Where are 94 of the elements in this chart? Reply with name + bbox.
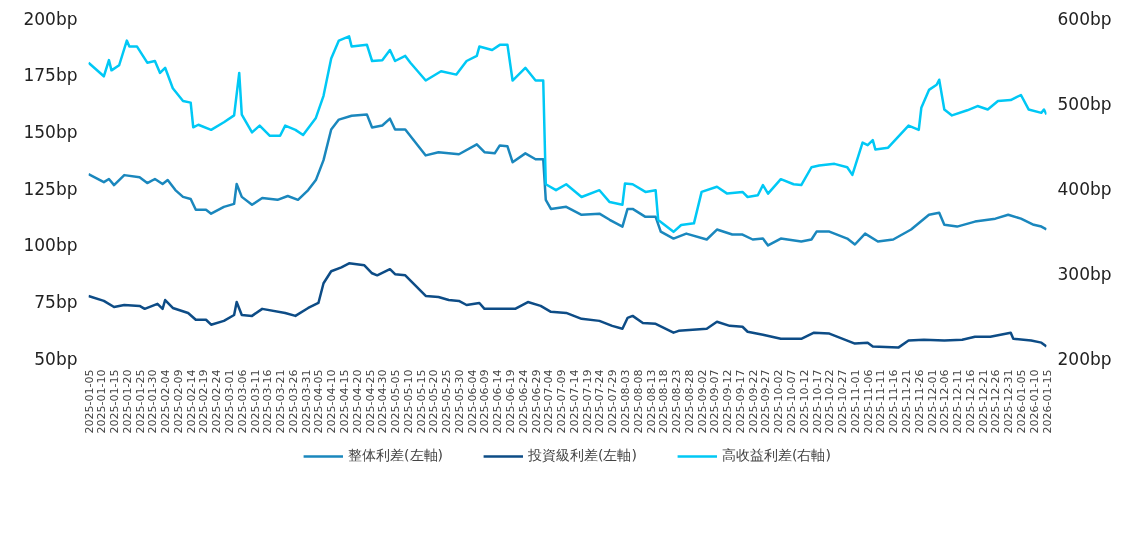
x-tick-label: 2025-11-11	[874, 369, 888, 434]
x-tick-label: 2025-04-30	[376, 369, 390, 434]
x-tick-label: 2025-02-24	[210, 369, 224, 434]
x-tick-label: 2025-10-22	[823, 369, 837, 434]
x-tick-label: 2025-01-25	[133, 369, 147, 434]
x-tick-label: 2025-03-11	[248, 369, 262, 434]
x-tick-label: 2025-09-17	[733, 369, 747, 434]
x-tick-label: 2025-09-07	[708, 369, 722, 434]
y2-tick-label: 500bp	[1057, 93, 1112, 114]
x-tick-label: 2026-01-15	[1040, 369, 1054, 434]
x-tick-label: 2025-05-20	[427, 369, 441, 434]
x-tick-label: 2025-08-08	[631, 369, 645, 434]
x-tick-label: 2025-09-12	[721, 369, 735, 434]
x-tick-label: 2025-02-14	[184, 369, 198, 434]
x-tick-label: 2025-04-10	[325, 369, 339, 434]
x-tick-label: 2025-04-05	[312, 369, 326, 434]
x-tick-label: 2026-01-10	[1027, 369, 1041, 434]
x-tick-label: 2025-10-17	[810, 369, 824, 434]
x-tick-label: 2025-03-06	[235, 369, 249, 434]
line-series	[88, 262, 1047, 349]
x-tick-label: 2025-12-11	[951, 369, 965, 434]
x-tick-label: 2025-12-26	[989, 369, 1003, 434]
x-tick-label: 2026-01-05	[1014, 369, 1028, 434]
x-tick-label: 2025-03-01	[223, 369, 237, 434]
y-tick-label: 50bp	[34, 348, 78, 369]
x-tick-label: 2025-11-01	[848, 369, 862, 434]
x-tick-label: 2025-01-20	[120, 369, 134, 434]
y-tick-label: 150bp	[23, 121, 78, 142]
x-tick-label: 2025-09-22	[746, 369, 760, 434]
x-tick-label: 2025-10-07	[785, 369, 799, 434]
y-tick-label: 125bp	[23, 178, 78, 199]
y2-tick-label: 200bp	[1057, 348, 1112, 369]
x-tick-label: 2025-01-30	[146, 369, 160, 434]
x-tick-label: 2025-08-03	[618, 369, 632, 434]
x-tick-label: 2025-12-16	[963, 369, 977, 434]
x-tick-label: 2025-11-06	[861, 369, 875, 434]
x-tick-label: 2025-04-15	[337, 369, 351, 434]
x-tick-label: 2025-07-09	[555, 369, 569, 434]
x-tick-label: 2025-04-25	[363, 369, 377, 434]
x-tick-label: 2025-10-27	[836, 369, 850, 434]
y-tick-label: 175bp	[23, 65, 78, 86]
x-tick-label: 2025-01-05	[82, 369, 96, 434]
x-tick-label: 2025-06-14	[491, 369, 505, 434]
x-tick-label: 2025-08-13	[644, 369, 658, 434]
x-tick-label: 2025-02-09	[171, 369, 185, 434]
y2-tick-label: 400bp	[1057, 178, 1112, 199]
x-tick-label: 2025-07-19	[580, 369, 594, 434]
x-tick-label: 2025-11-16	[887, 369, 901, 434]
x-tick-label: 2025-06-09	[478, 369, 492, 434]
x-tick-label: 2025-02-04	[159, 369, 173, 434]
x-tick-label: 2025-12-06	[938, 369, 952, 434]
x-tick-label: 2025-07-24	[593, 369, 607, 434]
x-tick-label: 2025-03-26	[286, 369, 300, 434]
y-tick-label: 75bp	[34, 291, 78, 312]
x-tick-label: 2025-03-21	[274, 369, 288, 434]
x-tick-label: 2025-04-20	[350, 369, 364, 434]
x-tick-label: 2025-12-01	[925, 369, 939, 434]
x-tick-label: 2025-10-12	[797, 369, 811, 434]
x-tick-label: 2025-07-04	[542, 369, 556, 434]
x-tick-label: 2025-05-10	[401, 369, 415, 434]
y2-tick-label: 300bp	[1057, 263, 1112, 284]
x-tick-label: 2025-12-21	[976, 369, 990, 434]
x-tick-label: 2025-01-15	[108, 369, 122, 434]
x-tick-label: 2025-09-02	[695, 369, 709, 434]
x-tick-label: 2025-03-31	[299, 369, 313, 434]
line-series	[88, 113, 1047, 247]
x-tick-label: 2025-06-24	[516, 369, 530, 434]
x-tick-label: 2025-12-31	[1002, 369, 1016, 434]
x-tick-label: 2025-07-29	[606, 369, 620, 434]
x-tick-label: 2025-11-21	[899, 369, 913, 434]
x-tick-label: 2025-05-15	[414, 369, 428, 434]
x-tick-label: 2025-08-18	[657, 369, 671, 434]
x-tick-label: 2025-06-19	[504, 369, 518, 434]
y-tick-label: 200bp	[23, 8, 78, 29]
x-tick-label: 2025-11-26	[912, 369, 926, 434]
x-tick-label: 2025-10-02	[772, 369, 786, 434]
x-tick-label: 2025-07-14	[567, 369, 581, 434]
y-tick-label: 100bp	[23, 235, 78, 256]
legend-label: 投資級利差(左軸)	[528, 447, 637, 465]
legend-label: 高收益利差(右軸)	[721, 447, 831, 465]
x-tick-label: 2025-03-16	[261, 369, 275, 434]
x-tick-label: 2025-08-28	[682, 369, 696, 434]
x-tick-label: 2025-05-30	[452, 369, 466, 434]
x-tick-label: 2025-01-10	[95, 369, 109, 434]
x-tick-label: 2025-09-27	[759, 369, 773, 434]
x-tick-label: 2025-05-05	[389, 369, 403, 434]
y2-tick-label: 600bp	[1057, 8, 1112, 29]
x-tick-label: 2025-06-04	[465, 369, 479, 434]
line-series	[88, 35, 1047, 234]
x-tick-label: 2025-02-19	[197, 369, 211, 434]
x-tick-label: 2025-06-29	[529, 369, 543, 434]
legend-label: 整体利差(左軸)	[348, 447, 444, 465]
x-tick-label: 2025-08-23	[670, 369, 684, 434]
x-tick-label: 2025-05-25	[440, 369, 454, 434]
